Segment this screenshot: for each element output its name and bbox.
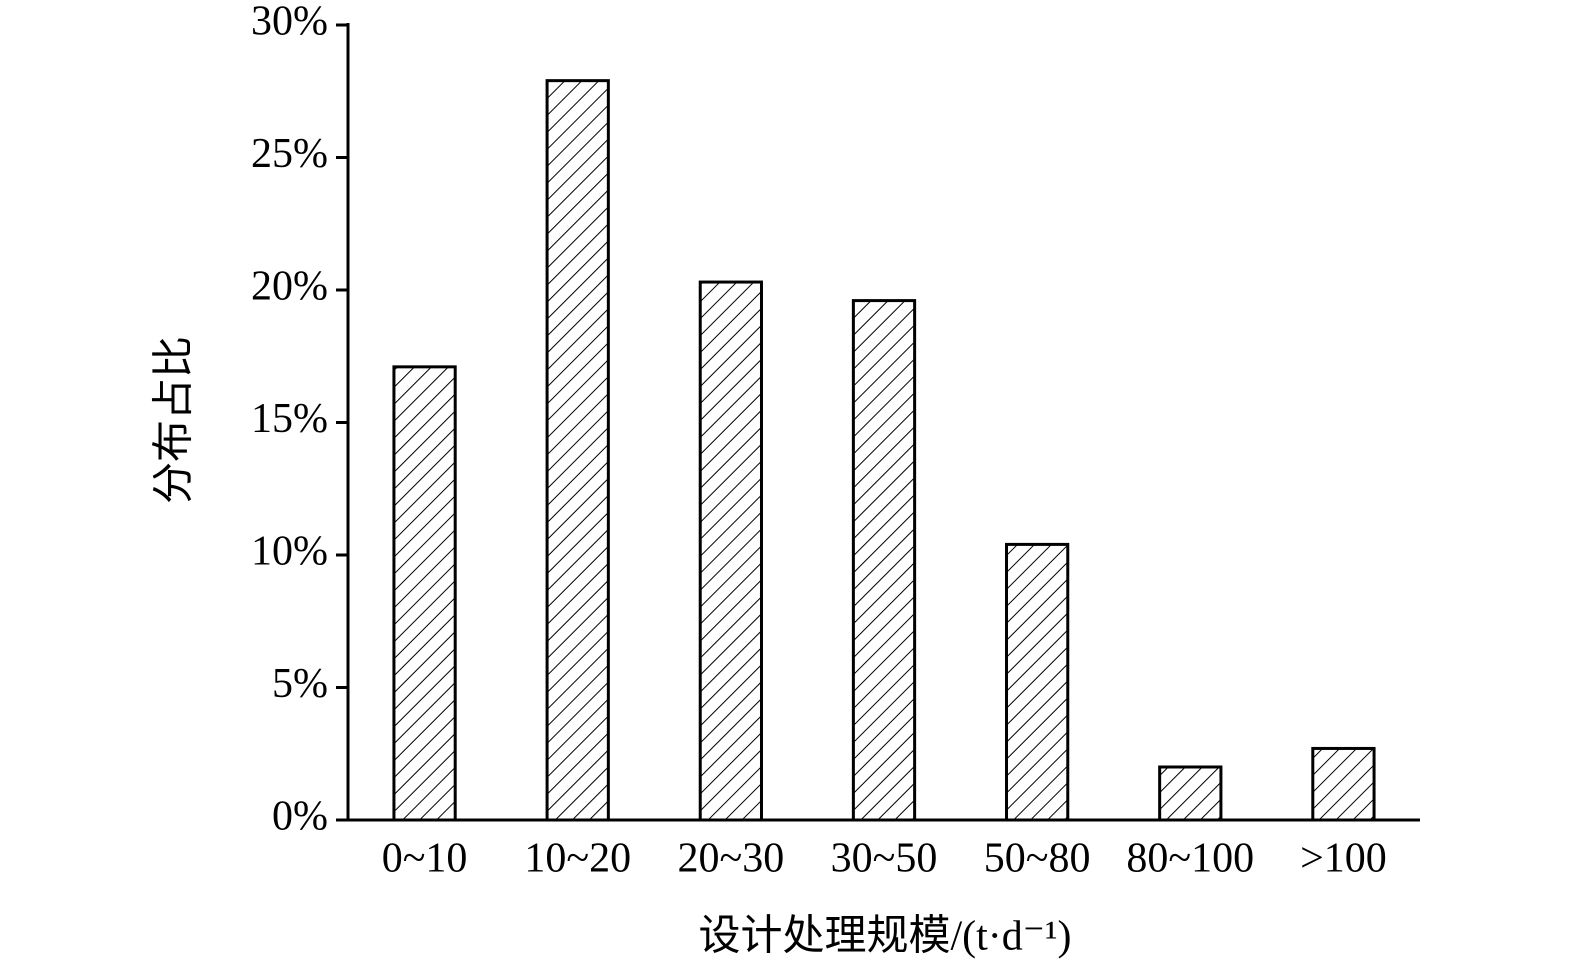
y-tick-label: 20% <box>251 264 328 310</box>
y-axis-label: 分布占比 <box>152 336 198 504</box>
bar <box>392 365 457 822</box>
y-tick-label: 5% <box>272 661 328 707</box>
bar <box>698 280 763 822</box>
y-tick-label: 30% <box>251 0 328 45</box>
x-axis-label: 设计处理规模/(t·d⁻¹) <box>698 914 1071 960</box>
y-tick-label: 0% <box>272 794 328 840</box>
x-tick-label: 80~100 <box>1126 836 1254 882</box>
y-tick-label: 25% <box>251 131 328 177</box>
bar <box>1158 765 1223 822</box>
bar <box>1005 542 1070 822</box>
x-tick-label: 0~10 <box>382 836 468 882</box>
x-tick-label: 20~30 <box>677 836 784 882</box>
x-tick-label: 30~50 <box>831 836 938 882</box>
bar <box>851 299 917 822</box>
y-tick-label: 10% <box>251 529 328 575</box>
y-tick-label: 15% <box>251 396 328 442</box>
bar <box>545 79 610 822</box>
x-tick-label: 50~80 <box>984 836 1091 882</box>
bar <box>1311 746 1376 822</box>
x-tick-label: 10~20 <box>524 836 631 882</box>
x-tick-label: >100 <box>1300 836 1387 882</box>
